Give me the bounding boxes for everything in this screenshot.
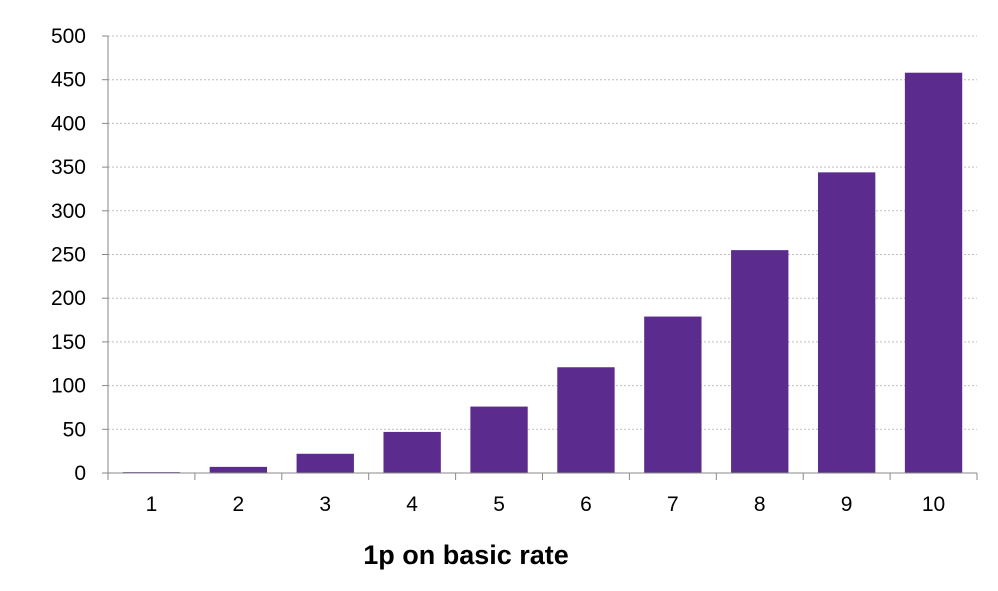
x-tick-label: 7	[667, 493, 679, 516]
x-tick-label: 6	[580, 493, 592, 516]
y-tick-label: 50	[63, 418, 86, 441]
x-tick-label: 4	[406, 493, 418, 516]
x-tick-label: 1	[146, 493, 158, 516]
y-tick-label: 100	[51, 375, 86, 398]
bar-9	[817, 172, 876, 473]
bar-6	[557, 367, 615, 473]
y-tick-labels: 0 50 100 150 200 250 300 350 400 450 500	[51, 25, 86, 485]
bar-3	[296, 453, 354, 473]
x-tick-labels: 1 2 3 4 5 6 7 8 9 10	[146, 493, 946, 516]
x-tick-label: 2	[233, 493, 245, 516]
bar-4	[383, 431, 441, 473]
x-tick-label: 5	[493, 493, 505, 516]
axes	[102, 35, 978, 480]
y-tick-label: 500	[51, 25, 86, 48]
y-tick-label: 200	[51, 287, 86, 310]
y-tick-label: 150	[51, 331, 86, 354]
x-tick-label: 8	[754, 493, 766, 516]
y-tick-label: 0	[74, 462, 86, 485]
y-tick-label: 400	[51, 112, 86, 135]
x-tick-label: 10	[922, 493, 945, 516]
y-tick-label: 450	[51, 69, 86, 92]
bar-2	[209, 466, 268, 473]
bar-8	[731, 250, 789, 473]
x-tick-label: 9	[841, 493, 853, 516]
bar-5	[470, 406, 528, 473]
bars	[122, 72, 963, 473]
x-tick-label: 3	[319, 493, 331, 516]
y-tick-label: 350	[51, 156, 86, 179]
y-tick-label: 250	[51, 244, 86, 267]
x-axis-title: 1p on basic rate	[363, 540, 569, 570]
bar-7	[644, 316, 702, 473]
bar-10	[904, 72, 963, 473]
y-tick-label: 300	[51, 200, 86, 223]
